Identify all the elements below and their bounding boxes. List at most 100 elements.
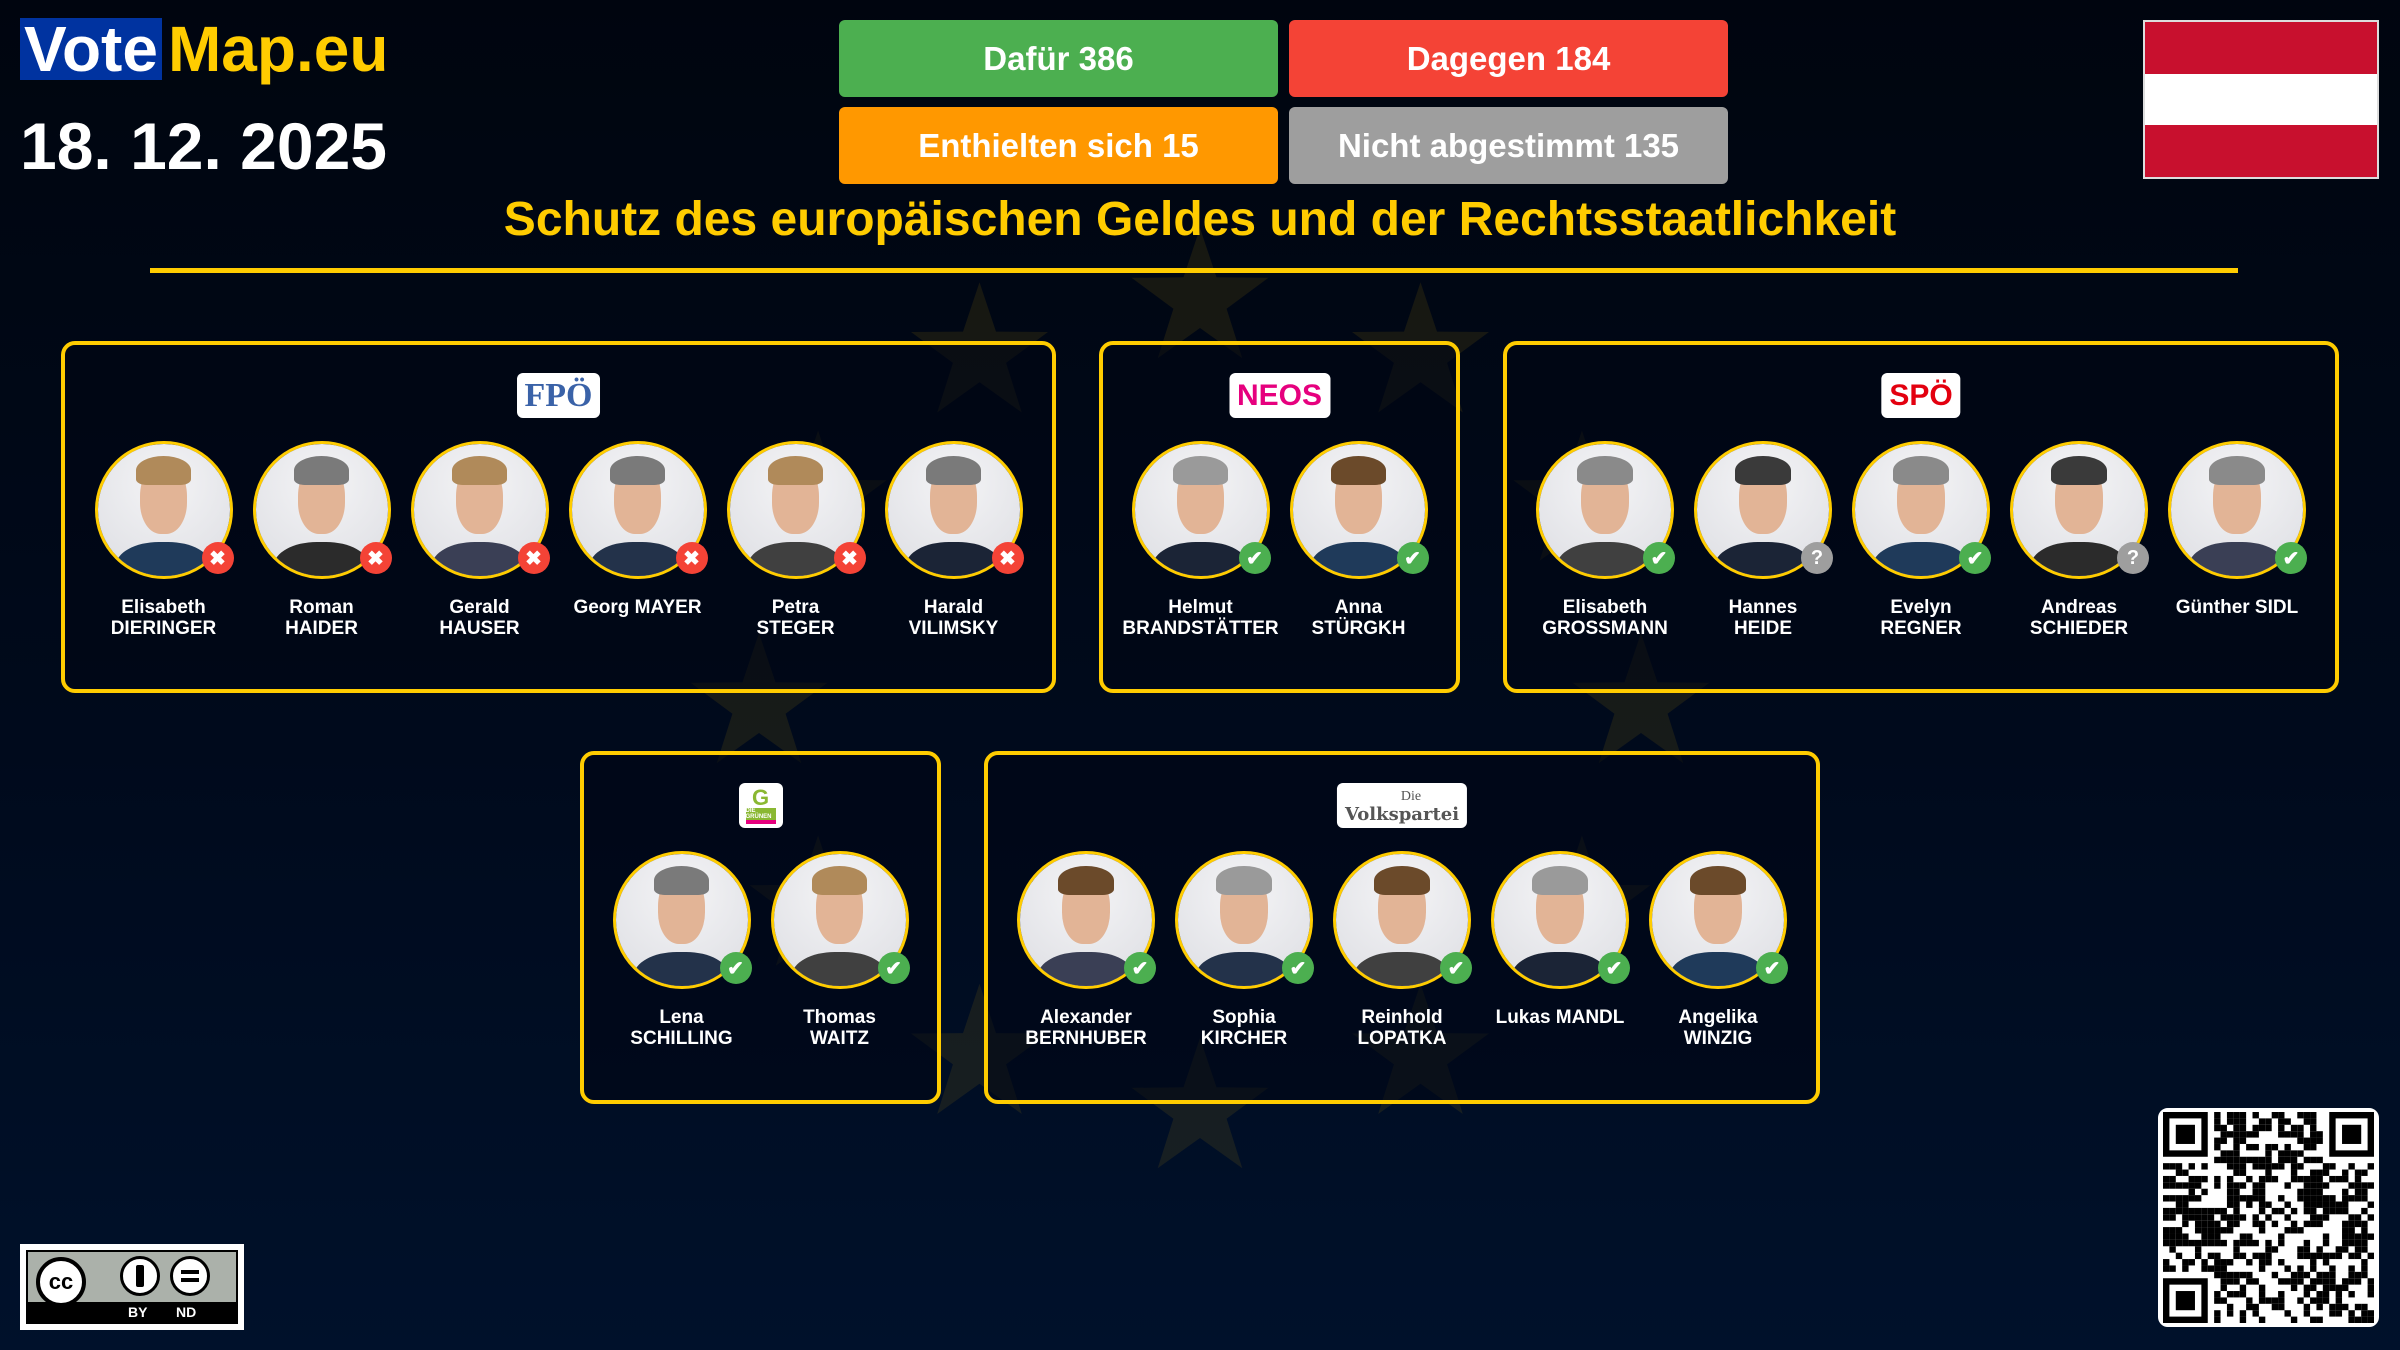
- attribution-icon: [120, 1256, 160, 1296]
- mep-card[interactable]: ✖ Petra STEGER: [717, 441, 875, 639]
- cross-icon: ✖: [991, 542, 1024, 574]
- cc-by-nd-license[interactable]: cc BY ND: [20, 1244, 244, 1330]
- party-logo: FPÖ: [516, 373, 601, 418]
- mep-photo[interactable]: ✔: [1649, 851, 1788, 989]
- eu-star: [690, 633, 828, 764]
- mep-name: Hannes HEIDE: [1728, 597, 1798, 639]
- mep-name: Alexander BERNHUBER: [1025, 1007, 1147, 1049]
- check-icon: ✔: [1238, 542, 1271, 574]
- member-list: ✔ Helmut BRANDSTÄTTER ✔ Anna STÜRGKH: [1103, 441, 1456, 639]
- member-list: ✖ Elisabeth DIERINGER ✖ Roman HAIDER ✖ Ger…: [65, 441, 1052, 639]
- check-icon: ✔: [1643, 542, 1675, 574]
- check-icon: ✔: [1396, 542, 1429, 574]
- check-icon: ✔: [1282, 952, 1314, 984]
- party-panel-spo: SPÖ ✔ Elisabeth GROSSMANN ? Hannes HEIDE ✔…: [1503, 341, 2339, 693]
- vote-date: 18. 12. 2025: [20, 109, 387, 183]
- fpo-logo: FPÖ: [524, 376, 593, 414]
- mep-name: Georg MAYER: [573, 597, 702, 618]
- mep-name: Elisabeth GROSSMANN: [1542, 597, 1668, 639]
- mep-photo[interactable]: ?: [2010, 441, 2149, 579]
- mep-card[interactable]: ✔ Thomas WAITZ: [761, 851, 919, 1049]
- mep-name: Lukas MANDL: [1495, 1007, 1625, 1028]
- check-icon: ✔: [2275, 542, 2307, 574]
- mep-photo[interactable]: ✔: [2168, 441, 2307, 579]
- mep-card[interactable]: ✔ Helmut BRANDSTÄTTER: [1122, 441, 1280, 639]
- mep-card[interactable]: ✔ Evelyn REGNER: [1842, 441, 2000, 639]
- member-list: ✔ Alexander BERNHUBER ✔ Sophia KIRCHER ✔ R…: [988, 851, 1816, 1049]
- mep-card[interactable]: ✔ Alexander BERNHUBER: [1007, 851, 1165, 1049]
- check-icon: ✔: [1756, 952, 1788, 984]
- mep-photo[interactable]: ✖: [726, 441, 866, 579]
- mep-photo[interactable]: ✔: [1536, 441, 1675, 579]
- mep-name: Helmut BRANDSTÄTTER: [1122, 597, 1279, 639]
- mep-card[interactable]: ✖ Gerald HAUSER: [401, 441, 559, 639]
- question-icon: ?: [2117, 542, 2149, 574]
- mep-photo[interactable]: ✖: [252, 441, 392, 579]
- votes-not-voted-badge: Nicht abgestimmt 135: [1289, 107, 1728, 184]
- mep-name: Lena SCHILLING: [630, 1007, 733, 1049]
- mep-photo[interactable]: ✖: [94, 441, 234, 579]
- mep-card[interactable]: ✖ Elisabeth DIERINGER: [85, 441, 243, 639]
- mep-photo[interactable]: ✔: [1131, 441, 1271, 579]
- mep-photo[interactable]: ✖: [568, 441, 708, 579]
- mep-card[interactable]: ✔ Reinhold LOPATKA: [1323, 851, 1481, 1049]
- mep-photo[interactable]: ✔: [1852, 441, 1991, 579]
- mep-card[interactable]: ? Hannes HEIDE: [1684, 441, 1842, 639]
- mep-name: Evelyn REGNER: [1880, 597, 1962, 639]
- mep-card[interactable]: ✔ Angelika WINZIG: [1639, 851, 1797, 1049]
- member-list: ✔ Elisabeth GROSSMANN ? Hannes HEIDE ✔ Eve…: [1507, 441, 2335, 639]
- mep-photo[interactable]: ✔: [1017, 851, 1156, 989]
- check-icon: ✔: [877, 952, 910, 984]
- cross-icon: ✖: [359, 542, 392, 574]
- logo-vote: Vote: [20, 17, 162, 81]
- logo-map: Map.eu: [167, 13, 389, 85]
- vote-title: Schutz des europäischen Geldes und der R…: [503, 193, 1897, 246]
- license-nd: ND: [176, 1304, 197, 1320]
- mep-photo[interactable]: ✖: [410, 441, 550, 579]
- party-logo: NEOS: [1228, 373, 1331, 418]
- ovp-logo: Die Volkspartei: [1344, 788, 1460, 825]
- mep-card[interactable]: ✔ Lukas MANDL: [1481, 851, 1639, 1049]
- mep-photo[interactable]: ✔: [1175, 851, 1314, 989]
- party-panel-neos: NEOS ✔ Helmut BRANDSTÄTTER ✔ Anna STÜRGKH: [1099, 341, 1460, 693]
- eu-star: [1131, 228, 1269, 359]
- mep-card[interactable]: ✔ Anna STÜRGKH: [1280, 441, 1438, 639]
- mep-photo[interactable]: ✖: [884, 441, 1024, 579]
- spo-logo: SPÖ: [1889, 378, 1953, 412]
- mep-name: Reinhold LOPATKA: [1357, 1007, 1447, 1049]
- mep-name: Harald VILIMSKY: [908, 597, 999, 639]
- mep-name: Sophia KIRCHER: [1200, 1007, 1288, 1049]
- mep-card[interactable]: ✖ Roman HAIDER: [243, 441, 401, 639]
- mep-name: Anna STÜRGKH: [1311, 597, 1406, 639]
- check-icon: ✔: [1124, 952, 1156, 984]
- mep-photo[interactable]: ✔: [1333, 851, 1472, 989]
- mep-card[interactable]: ✔ Günther SIDL: [2158, 441, 2316, 639]
- cross-icon: ✖: [675, 542, 708, 574]
- party-panel-fpo: FPÖ ✖ Elisabeth DIERINGER ✖ Roman HAIDER ✖…: [61, 341, 1056, 693]
- party-panel-grune: G DIE GRÜNEN ✔ Lena SCHILLING ✔ Thomas WAIT…: [580, 751, 941, 1104]
- mep-card[interactable]: ✔ Lena SCHILLING: [603, 851, 761, 1049]
- mep-card[interactable]: ✖ Harald VILIMSKY: [875, 441, 1033, 639]
- mep-card[interactable]: ✖ Georg MAYER: [559, 441, 717, 639]
- votes-abstained-badge: Enthielten sich 15: [839, 107, 1278, 184]
- mep-name: Gerald HAUSER: [439, 597, 520, 639]
- mep-photo[interactable]: ✔: [770, 851, 910, 989]
- qr-code[interactable]: [2158, 1108, 2379, 1327]
- mep-name: Angelika WINZIG: [1678, 1007, 1758, 1049]
- votemap-logo[interactable]: Vote Map.eu: [20, 13, 389, 85]
- cross-icon: ✖: [517, 542, 550, 574]
- mep-photo[interactable]: ?: [1694, 441, 1833, 579]
- mep-card[interactable]: ✔ Sophia KIRCHER: [1165, 851, 1323, 1049]
- check-icon: ✔: [1598, 952, 1630, 984]
- mep-photo[interactable]: ✔: [1491, 851, 1630, 989]
- mep-card[interactable]: ? Andreas SCHIEDER: [2000, 441, 2158, 639]
- party-panel-ovp: Die Volkspartei ✔ Alexander BERNHUBER ✔ So…: [984, 751, 1820, 1104]
- mep-card[interactable]: ✔ Elisabeth GROSSMANN: [1526, 441, 1684, 639]
- cross-icon: ✖: [833, 542, 866, 574]
- mep-name: Thomas WAITZ: [803, 1007, 876, 1049]
- mep-photo[interactable]: ✔: [612, 851, 752, 989]
- mep-photo[interactable]: ✔: [1289, 441, 1429, 579]
- title-divider: [150, 268, 2238, 273]
- mep-name: Roman HAIDER: [285, 597, 358, 639]
- check-icon: ✔: [1440, 952, 1472, 984]
